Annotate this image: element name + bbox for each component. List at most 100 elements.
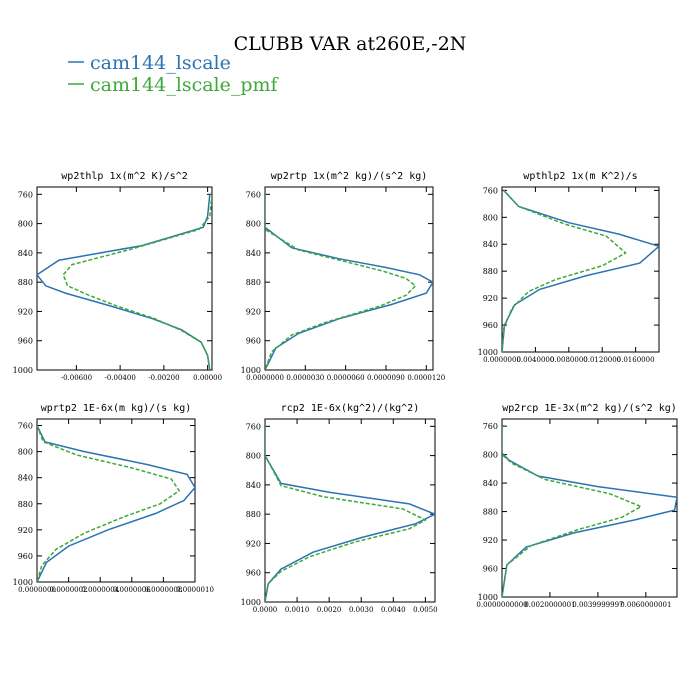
y-tick-label-4-1: 800: [246, 452, 261, 461]
plot-frame-3: [36, 418, 196, 583]
panel-title-3: wprtp2 1E-6x(m kg)/(s kg): [41, 403, 192, 414]
plot-frame-5: [501, 418, 678, 598]
y-tick-label-0-2: 840: [18, 249, 33, 258]
y-tick-label-4-6: 1000: [241, 598, 261, 607]
x-tick-label-1-0: 0.0000000: [246, 374, 284, 382]
x-tick-label-5-0: 0.0000000000: [476, 601, 527, 609]
y-tick-label-1-3: 880: [246, 278, 261, 287]
plot-frame-0: [36, 186, 213, 371]
y-tick-label-1-1: 800: [246, 220, 261, 229]
y-tick-label-2-4: 920: [483, 294, 498, 303]
x-tick-label-4-4: 0.0040: [381, 606, 406, 614]
series-line-1-1: [265, 194, 417, 370]
y-tick-label-3-1: 800: [18, 448, 33, 457]
panel-title-4: rcp2 1E-6x(kg^2)/(kg^2): [281, 403, 419, 414]
y-tick-label-2-3: 880: [483, 267, 498, 276]
x-tick-label-5-2: 0.0039999997: [572, 601, 623, 609]
series-line-3-1: [37, 425, 181, 582]
legend: cam144_lscale cam144_lscale_pmf: [68, 52, 280, 96]
x-tick-label-5-1: 0.0020000001: [524, 601, 575, 609]
chart-panel-1: wp2rtp 1x(m^2 kg)/(s^2 kg) 760 800 840 880 92…: [241, 171, 446, 382]
panel-title-1: wp2rtp 1x(m^2 kg)/(s^2 kg): [271, 171, 428, 182]
y-tick-label-4-4: 920: [246, 539, 261, 548]
x-tick-label-2-0: 0.0000000: [483, 356, 521, 364]
y-tick-label-2-5: 960: [483, 321, 498, 330]
x-tick-label-5-3: 0.0060000001: [620, 601, 671, 609]
x-tick-label-1-1: 0.0000030: [286, 374, 324, 382]
legend-label-1: cam144_lscale_pmf: [90, 74, 280, 96]
x-tick-label-4-2: 0.0020: [317, 606, 342, 614]
x-tick-label-0-1: -0.00400: [104, 374, 135, 382]
y-tick-label-4-2: 840: [246, 481, 261, 490]
x-tick-label-2-1: 0.0040000: [516, 356, 554, 364]
x-tick-label-0-3: 0.00000: [193, 374, 222, 382]
x-tick-label-2-2: 0.0080000: [550, 356, 588, 364]
y-tick-label-2-0: 760: [483, 186, 498, 195]
y-tick-label-2-1: 800: [483, 213, 498, 222]
x-tick-label-1-3: 0.0000090: [367, 374, 405, 382]
chart-panel-2: wpthlp2 1x(m K^2)/s 760 800 840 880 920 960 100…: [478, 171, 660, 364]
series-line-3-0: [37, 425, 195, 582]
x-tick-label-3-0: 0.0000000: [18, 586, 56, 594]
y-tick-label-1-2: 840: [246, 249, 261, 258]
y-tick-label-0-0: 760: [18, 190, 33, 199]
figure-title: CLUBB VAR at260E,-2N: [234, 33, 467, 55]
chart-panel-0: wp2thlp 1x(m^2 K)/s^2 760 800 840 880 920 960 1…: [13, 171, 222, 382]
y-tick-label-0-1: 800: [18, 220, 33, 229]
series-line-4-1: [265, 426, 428, 602]
x-tick-label-3-5: 0.0000010: [176, 586, 214, 594]
x-tick-label-2-4: 0.0160000: [617, 356, 655, 364]
y-tick-label-5-4: 920: [483, 536, 498, 545]
plot-frame-1: [264, 186, 434, 371]
x-tick-label-1-4: 0.0000120: [407, 374, 445, 382]
x-tick-label-4-0: 0.0000: [253, 606, 278, 614]
x-tick-label-3-3: 0.0000006: [113, 586, 151, 594]
series-line-0-0: [37, 194, 211, 370]
y-tick-label-4-0: 760: [246, 422, 261, 431]
y-tick-label-5-5: 960: [483, 565, 498, 574]
y-tick-label-1-4: 920: [246, 307, 261, 316]
chart-panel-5: wp2rcp 1E-3x(m^2 kg)/(s^2 kg) 760 800 840 88…: [476, 403, 678, 609]
y-tick-label-0-6: 1000: [13, 366, 33, 375]
y-tick-label-3-3: 880: [18, 500, 33, 509]
x-tick-label-4-1: 0.0010: [285, 606, 310, 614]
chart-panel-4: rcp2 1E-6x(kg^2)/(kg^2) 760 800 840 880 920 96…: [241, 403, 438, 614]
x-tick-label-3-2: 0.0000004: [81, 586, 119, 594]
y-tick-label-2-2: 840: [483, 240, 498, 249]
panels: wp2thlp 1x(m^2 K)/s^2 760 800 840 880 920 960 1…: [13, 171, 678, 614]
series-line-2-1: [502, 189, 627, 352]
y-tick-label-5-6: 1000: [478, 593, 498, 602]
y-tick-label-5-3: 880: [483, 508, 498, 517]
x-tick-label-3-4: 0.0000008: [144, 586, 182, 594]
series-line-2-0: [502, 189, 659, 352]
x-tick-label-3-1: 0.0000002: [50, 586, 88, 594]
y-tick-label-3-6: 1000: [13, 578, 33, 587]
y-tick-label-1-0: 760: [246, 190, 261, 199]
x-tick-label-4-3: 0.0030: [349, 606, 374, 614]
y-tick-label-1-6: 1000: [241, 366, 261, 375]
plot-frame-2: [501, 186, 660, 353]
y-tick-label-1-5: 960: [246, 337, 261, 346]
panel-title-5: wp2rcp 1E-3x(m^2 kg)/(s^2 kg): [502, 403, 677, 414]
x-tick-label-1-2: 0.0000060: [327, 374, 365, 382]
y-tick-label-0-4: 920: [18, 307, 33, 316]
y-tick-label-0-5: 960: [18, 337, 33, 346]
series-line-0-1: [62, 194, 212, 370]
y-tick-label-2-6: 1000: [478, 348, 498, 357]
panel-title-2: wpthlp2 1x(m K^2)/s: [523, 171, 637, 182]
legend-label-0: cam144_lscale: [90, 52, 231, 74]
y-tick-label-4-3: 880: [246, 510, 261, 519]
y-tick-label-3-5: 960: [18, 552, 33, 561]
plot-frame-4: [264, 418, 436, 603]
y-tick-label-3-0: 760: [18, 422, 33, 431]
y-tick-label-5-0: 760: [483, 422, 498, 431]
y-tick-label-5-1: 800: [483, 451, 498, 460]
x-tick-label-0-0: -0.00600: [61, 374, 92, 382]
series-line-4-0: [265, 426, 435, 602]
series-line-1-0: [265, 194, 433, 370]
series-line-5-0: [502, 426, 677, 597]
y-tick-label-5-2: 840: [483, 479, 498, 488]
series-line-5-1: [502, 426, 643, 597]
x-tick-label-2-3: 0.0120000: [583, 356, 621, 364]
